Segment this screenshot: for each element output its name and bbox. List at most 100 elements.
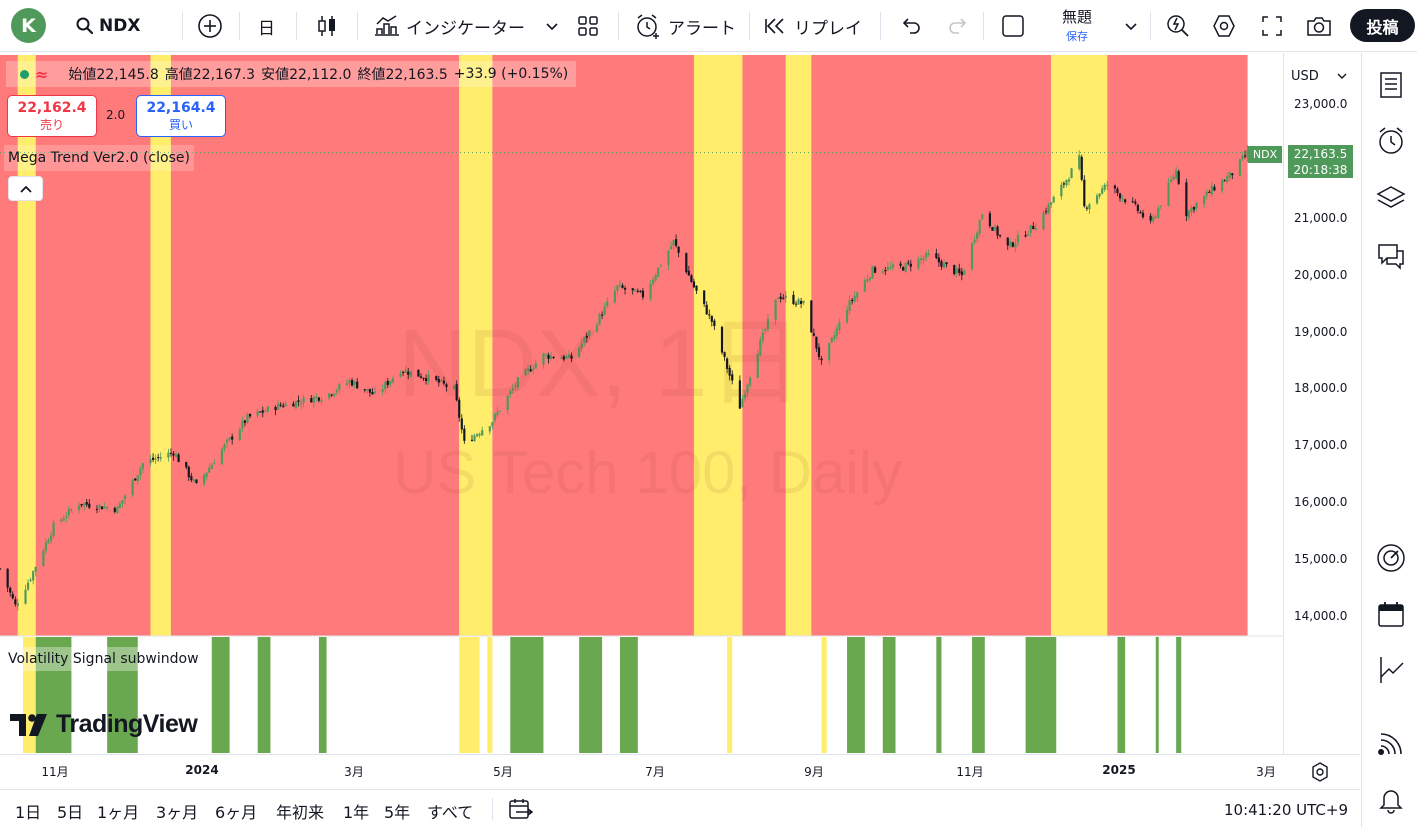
candle-body <box>187 466 190 478</box>
time-axis[interactable]: 11月 2024 3月 5月 7月 9月 11月 2025 3月 <box>0 754 1360 788</box>
layout-name-button[interactable]: 無題 保存 <box>1047 6 1107 44</box>
candle-body <box>16 603 19 606</box>
price-chart[interactable] <box>0 53 1283 758</box>
volatility-signal-bar <box>1176 637 1182 753</box>
range-button[interactable]: すべて <box>427 803 474 822</box>
watchlist-button[interactable] <box>1375 69 1407 101</box>
candle-body <box>731 374 734 381</box>
time-tick-label: 3月 <box>1256 765 1276 779</box>
range-button[interactable]: 1年 <box>343 803 370 822</box>
range-button[interactable]: 5日 <box>57 803 84 822</box>
right-sidebar <box>1361 53 1417 827</box>
candle-body <box>103 506 106 509</box>
candle-body <box>1095 195 1099 204</box>
trend-regime-band <box>17 55 36 636</box>
subwindow-legend[interactable]: Volatility Signal subwindow <box>4 647 203 671</box>
publish-button[interactable]: 投稿 <box>1350 9 1415 42</box>
hotlist-button[interactable] <box>1375 542 1407 574</box>
redo-icon <box>949 18 967 34</box>
quick-search-button[interactable] <box>1165 8 1191 44</box>
indicators-button[interactable]: インジケーター <box>374 8 525 44</box>
tradingview-logo[interactable]: TradingView <box>10 710 198 739</box>
object-tree-button[interactable] <box>1375 182 1407 214</box>
snapshot-button[interactable] <box>1305 8 1333 44</box>
avatar[interactable]: K <box>11 8 46 43</box>
range-button[interactable]: 5年 <box>384 803 411 822</box>
settings-button[interactable] <box>1211 8 1237 44</box>
candle-body <box>228 437 231 441</box>
candle-body <box>34 566 37 572</box>
buy-button[interactable]: 22,164.4 買い <box>136 95 226 137</box>
candle-body <box>1223 180 1226 182</box>
candle-body <box>264 411 267 413</box>
trading-panel-button[interactable] <box>1375 654 1407 686</box>
date-range-button[interactable] <box>508 797 534 825</box>
trend-regime-layer <box>0 55 1248 636</box>
range-button[interactable]: 6ヶ月 <box>215 803 258 822</box>
layout-grid-button[interactable] <box>576 8 600 44</box>
candle-body <box>1088 204 1091 210</box>
candle-body <box>652 279 655 284</box>
candle-body <box>345 382 349 385</box>
range-button[interactable]: 1日 <box>15 803 42 822</box>
currency-select[interactable]: USD <box>1285 63 1355 89</box>
candle-body <box>460 418 463 430</box>
layout-dropdown[interactable] <box>1124 8 1138 44</box>
candle-body <box>154 458 157 460</box>
candle-body <box>1246 149 1249 158</box>
clock-timezone[interactable]: 10:41:20 UTC+9 <box>1224 801 1348 819</box>
candle-body <box>634 289 637 292</box>
signals-button[interactable] <box>1375 728 1407 760</box>
chart-type-button[interactable] <box>315 8 339 44</box>
interval-button[interactable]: 日 <box>258 8 275 44</box>
ohlc-legend[interactable]: ≈ 始値22,145.8 高値22,167.3 安値22,112.0 終値22,… <box>6 61 577 87</box>
candle-body <box>565 356 568 359</box>
candle-body <box>1098 193 1101 197</box>
price-tick-label: 20,000.0 <box>1294 267 1348 282</box>
redo-button[interactable] <box>946 8 970 44</box>
range-button[interactable]: 年初来 <box>276 803 325 822</box>
symbol-search-button[interactable]: NDX <box>75 8 140 44</box>
candle-body <box>955 268 958 274</box>
candle-body <box>333 393 336 396</box>
indicator-legend[interactable]: Mega Trend Ver2.0 (close) <box>4 145 194 171</box>
fullscreen-icon <box>1262 16 1282 36</box>
indicators-icon <box>375 15 399 36</box>
fullscreen-button[interactable] <box>1261 8 1283 44</box>
collapse-legend-button[interactable] <box>8 176 43 201</box>
range-button[interactable]: 1ヶ月 <box>97 803 140 822</box>
price-tick-label: 18,000.0 <box>1294 381 1348 396</box>
candle-body <box>1106 185 1109 187</box>
indicators-dropdown[interactable] <box>545 8 559 44</box>
chart-settings-button[interactable] <box>1308 760 1332 784</box>
candle-body <box>151 457 155 460</box>
trend-regime-band <box>459 55 493 636</box>
fullscreen-layout-button[interactable] <box>1000 8 1026 44</box>
volatility-signal-bar <box>257 637 271 753</box>
candle-body <box>863 280 866 292</box>
volatility-signal-bar <box>318 637 327 753</box>
candle-body <box>373 391 377 394</box>
compare-button[interactable] <box>197 8 223 44</box>
candle-body <box>1192 206 1196 210</box>
replay-button[interactable]: リプレイ <box>764 8 862 44</box>
undo-button[interactable] <box>899 8 923 44</box>
chat-button[interactable] <box>1375 240 1407 272</box>
candle-body <box>547 354 550 359</box>
candle-body <box>65 516 68 518</box>
candle-body <box>389 381 392 385</box>
candle-body <box>330 394 333 396</box>
candle-body <box>509 391 512 395</box>
candle-body <box>266 406 269 412</box>
calendar-button[interactable] <box>1375 598 1407 630</box>
candle-body <box>828 342 831 361</box>
price-tick-label: 23,000.0 <box>1294 97 1348 111</box>
candle-body <box>779 296 782 300</box>
alert-button[interactable]: アラート <box>634 8 736 44</box>
alerts-panel-button[interactable] <box>1375 125 1407 157</box>
chart-pane[interactable]: NDX, 1日 US Tech 100, Daily <box>0 53 1283 758</box>
range-button[interactable]: 3ヶ月 <box>156 803 199 822</box>
candle-body <box>172 453 175 456</box>
sell-button[interactable]: 22,162.4 売り <box>7 95 97 137</box>
notifications-button[interactable] <box>1375 784 1407 816</box>
